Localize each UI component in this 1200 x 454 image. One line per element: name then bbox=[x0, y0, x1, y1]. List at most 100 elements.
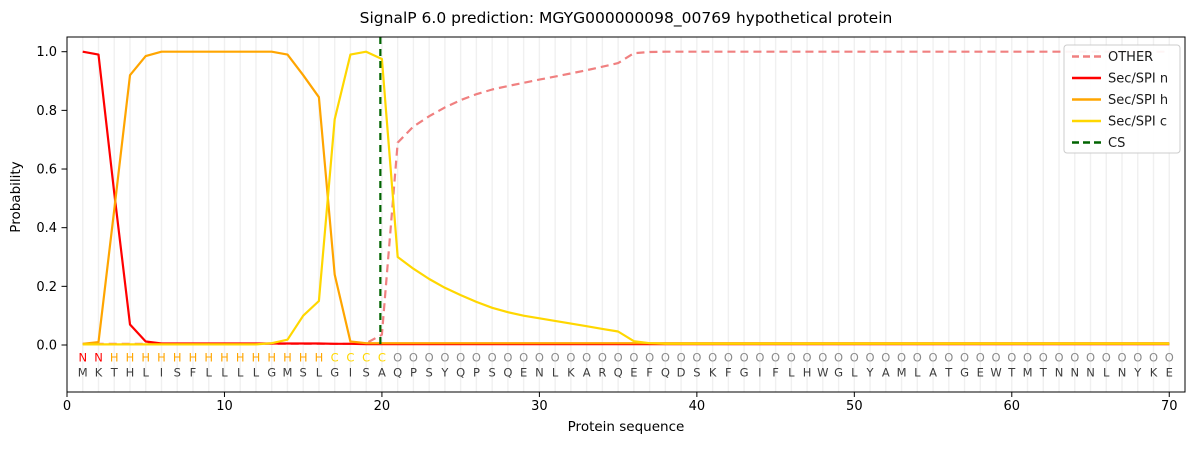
aa-letter: Q bbox=[614, 366, 623, 380]
aa-letter: L bbox=[253, 366, 260, 380]
state-letter: N bbox=[78, 351, 87, 365]
y-tick-label: 0.6 bbox=[36, 163, 57, 178]
aa-letter: G bbox=[960, 366, 969, 380]
x-tick-label: 10 bbox=[216, 399, 233, 414]
aa-letter: T bbox=[1007, 366, 1016, 380]
aa-letter: L bbox=[851, 366, 858, 380]
aa-letter: F bbox=[190, 366, 197, 380]
gridlines bbox=[82, 37, 1170, 392]
aa-letter: L bbox=[788, 366, 795, 380]
aa-letter: F bbox=[725, 366, 732, 380]
aa-letter: D bbox=[677, 366, 686, 380]
state-letter: H bbox=[252, 351, 261, 365]
aa-letter: M bbox=[78, 366, 88, 380]
aa-letter: L bbox=[221, 366, 228, 380]
aa-letter: N bbox=[1118, 366, 1127, 380]
state-letter: C bbox=[362, 351, 370, 365]
series-line-other bbox=[82, 50, 1170, 345]
state-letter: O bbox=[897, 351, 906, 365]
aa-letter: N bbox=[1055, 366, 1064, 380]
state-letter: H bbox=[126, 351, 135, 365]
aa-letter: I bbox=[349, 366, 352, 380]
state-letter: O bbox=[409, 351, 418, 365]
state-letter: H bbox=[299, 351, 308, 365]
state-letter: O bbox=[929, 351, 938, 365]
aa-letter: A bbox=[882, 366, 890, 380]
aa-letter: Q bbox=[393, 366, 402, 380]
aa-letter: I bbox=[160, 366, 163, 380]
x-axis-label: Protein sequence bbox=[568, 419, 685, 435]
aa-letter: P bbox=[473, 366, 480, 380]
state-letter: O bbox=[740, 351, 749, 365]
state-letter: O bbox=[661, 351, 670, 365]
aa-letter: M bbox=[1023, 366, 1033, 380]
state-letter: N bbox=[94, 351, 103, 365]
state-letter: O bbox=[1086, 351, 1095, 365]
aa-letter: S bbox=[363, 366, 370, 380]
series-line-sec-spi-n bbox=[82, 50, 1170, 346]
x-tick-label: 70 bbox=[1161, 399, 1178, 414]
aa-letter: M bbox=[897, 366, 907, 380]
state-letter: O bbox=[771, 351, 780, 365]
state-letter: O bbox=[787, 351, 796, 365]
state-letter: O bbox=[677, 351, 686, 365]
aa-letter: S bbox=[693, 366, 700, 380]
aa-letter: M bbox=[282, 366, 292, 380]
aa-letter: L bbox=[1103, 366, 1110, 380]
state-letter: O bbox=[724, 351, 733, 365]
series-line-sec-spi-h bbox=[82, 50, 1170, 345]
legend-label: CS bbox=[1108, 136, 1125, 151]
aa-letter: A bbox=[583, 366, 591, 380]
state-letter: O bbox=[850, 351, 859, 365]
state-letter: O bbox=[425, 351, 434, 365]
chart-title: SignalP 6.0 prediction: MGYG000000098_00… bbox=[360, 9, 893, 28]
state-letter: O bbox=[818, 351, 827, 365]
aa-letter: N bbox=[1070, 366, 1079, 380]
y-tick-label: 0.0 bbox=[36, 339, 57, 354]
aa-letter: G bbox=[740, 366, 749, 380]
state-letter: O bbox=[803, 351, 812, 365]
aa-letter: R bbox=[598, 366, 606, 380]
state-letter: O bbox=[881, 351, 890, 365]
y-axis-label: Probability bbox=[8, 161, 24, 232]
state-letter: H bbox=[220, 351, 229, 365]
state-letter: O bbox=[944, 351, 953, 365]
state-letter: O bbox=[440, 351, 449, 365]
state-letter: O bbox=[1054, 351, 1063, 365]
state-letter: H bbox=[267, 351, 276, 365]
y-tick-label: 0.4 bbox=[36, 221, 57, 236]
state-letter: O bbox=[488, 351, 497, 365]
state-letter: O bbox=[992, 351, 1001, 365]
state-letter: O bbox=[913, 351, 922, 365]
sequence-letters: NMNKHTHHHLHIHSHFHLHLHLHLHGHMHSHLCGCICSCA… bbox=[78, 351, 1174, 380]
state-letter: H bbox=[173, 351, 182, 365]
aa-letter: G bbox=[330, 366, 339, 380]
aa-letter: F bbox=[646, 366, 653, 380]
aa-letter: G bbox=[267, 366, 276, 380]
aa-letter: N bbox=[1086, 366, 1095, 380]
aa-letter: A bbox=[378, 366, 386, 380]
aa-letter: E bbox=[977, 366, 984, 380]
aa-letter: G bbox=[834, 366, 843, 380]
aa-letter: F bbox=[772, 366, 779, 380]
state-letter: O bbox=[1149, 351, 1158, 365]
state-letter: C bbox=[378, 351, 386, 365]
state-letter: H bbox=[110, 351, 119, 365]
aa-letter: L bbox=[914, 366, 921, 380]
aa-letter: S bbox=[174, 366, 181, 380]
state-letter: O bbox=[645, 351, 654, 365]
state-letter: O bbox=[1102, 351, 1111, 365]
state-letter: H bbox=[141, 351, 150, 365]
aa-letter: Q bbox=[456, 366, 465, 380]
aa-letter: H bbox=[803, 366, 812, 380]
state-letter: O bbox=[692, 351, 701, 365]
state-letter: O bbox=[1023, 351, 1032, 365]
aa-letter: H bbox=[126, 366, 135, 380]
state-letter: O bbox=[456, 351, 465, 365]
state-letter: H bbox=[157, 351, 166, 365]
state-letter: O bbox=[503, 351, 512, 365]
x-tick-label: 0 bbox=[63, 399, 71, 414]
state-letter: O bbox=[755, 351, 764, 365]
state-letter: O bbox=[1117, 351, 1126, 365]
